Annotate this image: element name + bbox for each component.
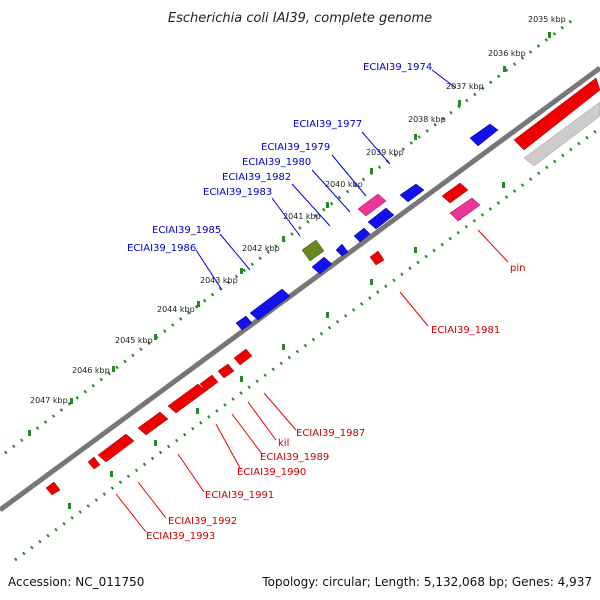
reverse-genes: [45, 77, 600, 496]
gene-label: ECIAI39_1986: [127, 243, 196, 254]
gene-label: ECIAI39_1992: [168, 516, 237, 527]
gene-label: ECIAI39_1991: [205, 490, 274, 501]
gene-label: pin: [510, 263, 525, 274]
outer-scale-line: [4, 16, 576, 455]
pseudo-gene-arrow: [357, 193, 387, 217]
scale-label: 2036 kbp: [488, 49, 526, 58]
gene-arrow-reverse: [97, 433, 135, 463]
gene-label: ECIAI39_1990: [237, 467, 306, 478]
map-title: Escherichia coli IAI39, complete genome: [168, 11, 432, 26]
gene-arrow-grey: [523, 101, 600, 167]
forward-leader-lines: [195, 69, 457, 291]
scale-label: 2042 kbp: [242, 244, 280, 253]
gene-label: ECIAI39_1977: [293, 119, 362, 130]
scale-label: 2043 kbp: [200, 276, 238, 285]
gene-label: ECIAI39_1982: [222, 172, 291, 183]
gene-arrow-reverse: [167, 383, 207, 414]
gene-arrow-reverse: [199, 374, 219, 392]
gene-arrow-forward: [311, 256, 333, 275]
gene-arrow-reverse: [45, 481, 61, 496]
scale-label: 2040 kbp: [325, 180, 363, 189]
scale-label: 2041 kbp: [283, 212, 321, 221]
scale-label: 2037 kbp: [446, 82, 484, 91]
gene-arrow-reverse: [441, 182, 469, 204]
gene-label: ECIAI39_1974: [363, 62, 432, 73]
scale-labels: 2035 kbp 2036 kbp 2037 kbp 2038 kbp 2039…: [30, 15, 566, 405]
gene-arrow-forward: [469, 123, 499, 147]
gene-label: ECIAI39_1985: [152, 225, 221, 236]
inner-scale-line: [14, 126, 600, 562]
scale-label: 2035 kbp: [528, 15, 566, 24]
gene-arrow-forward: [353, 227, 371, 243]
gene-label: ECIAI39_1989: [260, 452, 329, 463]
gene-arrow-reverse: [137, 411, 169, 436]
gene-label: ECIAI39_1981: [431, 325, 500, 336]
genome-backbone: [0, 65, 600, 513]
scale-label: 2044 kbp: [157, 305, 195, 314]
reverse-gene-labels: pin ECIAI39_1981 ECIAI39_1987 kil ECIAI3…: [146, 263, 525, 542]
pseudo-gene-arrow: [449, 197, 481, 222]
gene-label: ECIAI39_1993: [146, 531, 215, 542]
forward-genes: [235, 123, 499, 331]
gene-arrow-reverse: [369, 250, 385, 266]
scale-label: 2038 kbp: [408, 115, 446, 124]
gene-label: ECIAI39_1980: [242, 157, 311, 168]
scale-label: 2046 kbp: [72, 366, 110, 375]
forward-gene-labels: ECIAI39_1974 ECIAI39_1977 ECIAI39_1979 E…: [127, 62, 432, 254]
gene-label: kil: [278, 438, 289, 449]
gene-arrow-forward: [399, 183, 425, 203]
gene-label: ECIAI39_1983: [203, 187, 272, 198]
scale-label: 2045 kbp: [115, 336, 153, 345]
rna-gene-arrow: [301, 239, 325, 262]
gene-label: ECIAI39_1979: [261, 142, 330, 153]
accession-text: Accession: NC_011750: [8, 575, 144, 589]
outer-ticks: [28, 32, 551, 436]
reverse-leader-lines: [115, 229, 509, 533]
gene-arrow-forward: [249, 288, 291, 321]
gene-arrow-reverse: [87, 456, 101, 470]
gene-label: ECIAI39_1987: [296, 428, 365, 439]
gene-arrow-forward: [335, 243, 349, 257]
gene-arrow-reverse: [513, 77, 600, 151]
scale-label: 2047 kbp: [30, 396, 68, 405]
gene-arrow-reverse: [217, 363, 235, 379]
genome-summary-text: Topology: circular; Length: 5,132,068 bp…: [261, 575, 592, 589]
gene-arrow-forward: [235, 315, 253, 331]
gene-arrow-reverse: [233, 348, 253, 366]
gene-arrow-forward: [367, 207, 395, 230]
scale-label: 2039 kbp: [366, 148, 404, 157]
